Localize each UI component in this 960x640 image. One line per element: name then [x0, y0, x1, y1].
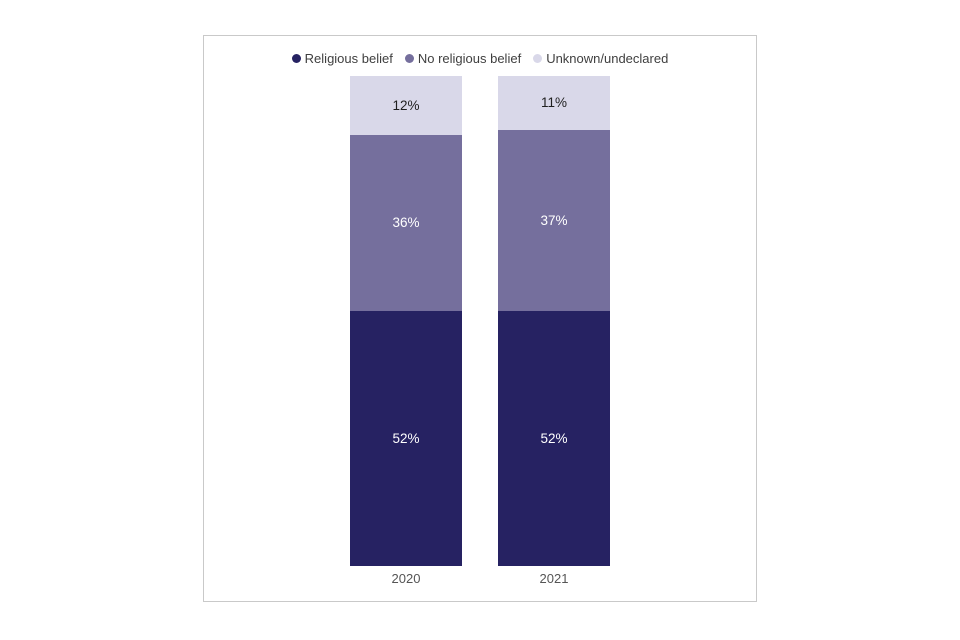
bar-segment: 12%	[350, 76, 462, 135]
plot-area: 52% 36% 12% 2020 52% 37% 11% 2021	[204, 76, 756, 592]
bar-segment-value-label: 36%	[392, 215, 420, 231]
chart-legend: Religious belief No religious belief Unkno…	[204, 51, 756, 66]
stacked-bar: 52% 36% 12%	[350, 76, 462, 566]
legend-item: Unknown/undeclared	[533, 51, 668, 66]
legend-marker-icon	[291, 54, 301, 63]
bar-segment: 52%	[350, 311, 462, 566]
bar-segment-value-label: 52%	[392, 431, 420, 447]
legend-marker-icon	[404, 54, 414, 63]
bar-segment: 52%	[498, 311, 610, 566]
bar-segment-value-label: 37%	[540, 213, 568, 229]
bar-segment: 11%	[498, 76, 610, 130]
chart-panel: Religious belief No religious belief Unkno…	[203, 35, 757, 602]
bar-segment: 36%	[350, 134, 462, 312]
stacked-bar: 52% 37% 11%	[498, 76, 610, 566]
x-axis-category-label: 2020	[391, 570, 421, 586]
legend-marker-icon	[533, 54, 543, 63]
legend-label: No religious belief	[417, 51, 522, 66]
bar-segment: 37%	[498, 129, 610, 312]
bar-segment-value-label: 52%	[540, 431, 568, 447]
bar-segment-value-label: 11%	[540, 95, 568, 111]
x-axis-category-label: 2021	[539, 570, 569, 586]
legend-item: No religious belief	[404, 51, 522, 66]
legend-item: Religious belief	[291, 51, 393, 66]
bar-column: 52% 37% 11% 2021	[498, 76, 610, 592]
bar-column: 52% 36% 12% 2020	[350, 76, 462, 592]
legend-label: Religious belief	[304, 51, 393, 66]
legend-label: Unknown/undeclared	[546, 51, 669, 66]
bar-segment-value-label: 12%	[392, 97, 420, 113]
